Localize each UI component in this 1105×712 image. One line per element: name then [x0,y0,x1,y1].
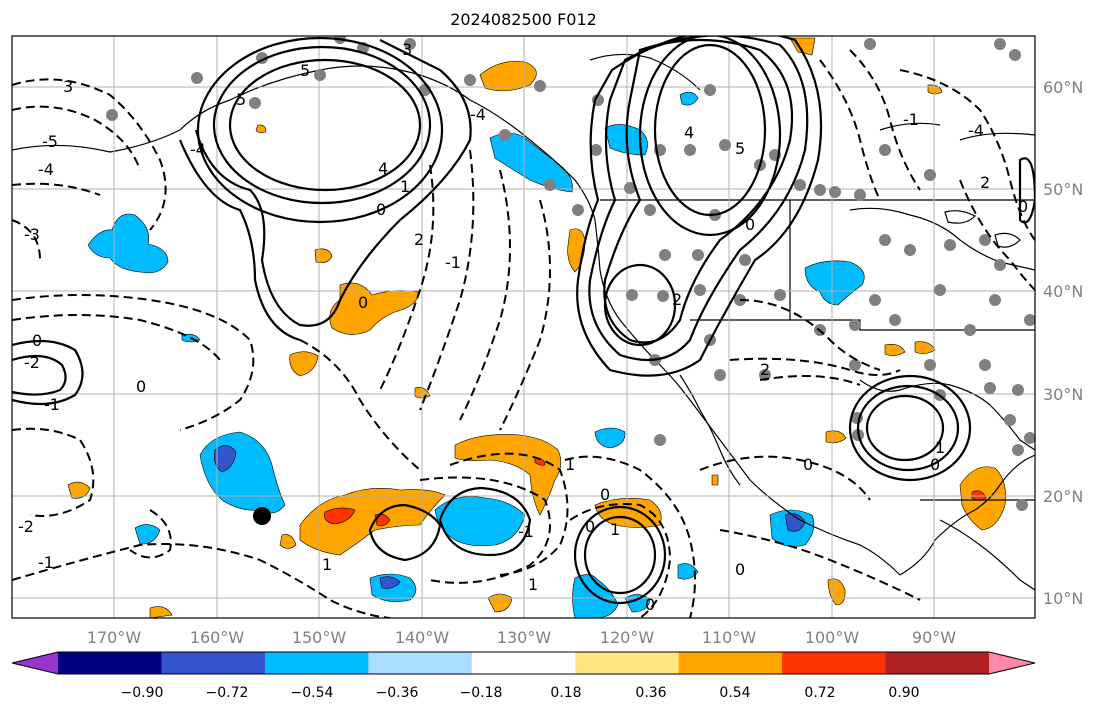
map-frame [11,35,1036,619]
lat-tick-label: 60°N [1043,78,1083,97]
colorbar-tick-label: 0.54 [719,685,750,701]
contour-label: -4 [968,121,984,140]
lon-tick-label: 110°W [702,628,757,647]
colorbar-tick-label: 0.72 [804,685,835,701]
colorbar-tick-label: −0.18 [460,685,503,701]
longitude-labels: 170°W 160°W 150°W 140°W 130°W 120°W 110°… [87,628,956,647]
colorbar: −0.90 −0.72 −0.54 −0.36 −0.18 0.18 0.36 … [11,651,1036,701]
contour-label: 0 [735,560,745,579]
lon-tick-label: 130°W [497,628,552,647]
contour-label: 1 [935,438,945,457]
lat-tick-label: 30°N [1043,385,1083,404]
contour-label: -4 [38,160,54,179]
lon-tick-label: 140°W [395,628,450,647]
contour-label: 4 [378,159,388,178]
colorbar-tick-label: −0.36 [376,685,419,701]
contour-label: -3 [24,225,40,244]
colorbar-tick-label: −0.54 [291,685,334,701]
colorbar-segment [575,652,680,674]
contour-label: -1 [44,395,60,414]
colorbar-tick-label: 0.36 [635,685,666,701]
contour-label: 3 [63,77,73,96]
contour-label: 1 [322,555,332,574]
lon-tick-label: 150°W [292,628,347,647]
lat-tick-label: 20°N [1043,487,1083,506]
colorbar-segment [264,652,369,674]
dashed-contours [12,49,1035,618]
lat-tick-label: 10°N [1043,589,1083,608]
storm-center-marker [253,507,271,525]
contour-label: 4 [684,123,694,142]
contour-label: -4 [190,140,206,159]
contour-label: 0 [600,485,610,504]
contour-label: 0 [1018,197,1028,216]
colorbar-segment [782,652,887,674]
colorbar-segments [58,652,990,674]
contour-label: -2 [18,517,34,536]
colorbar-segment [58,652,162,674]
contour-label: 5 [236,90,246,109]
contour-label: 0 [376,200,386,219]
colorbar-segment [161,652,266,674]
lat-tick-label: 50°N [1043,180,1083,199]
colorbar-tick-label: 0.18 [550,685,581,701]
contour-label: 2 [414,230,424,249]
contour-label: 0 [32,331,42,350]
contour-label: -4 [470,105,486,124]
contour-label: -5 [42,132,58,151]
colorbar-tick-label: 0.90 [888,685,919,701]
contour-label: 1 [610,520,620,539]
contour-label: -1 [38,553,54,572]
colorbar-segment [885,652,990,674]
contour-label: 5 [735,139,745,158]
contour-label: 2 [980,173,990,192]
positive-contours [12,36,1035,605]
lon-tick-label: 170°W [87,628,142,647]
latitude-labels: 60°N 50°N 40°N 30°N 20°N 10°N [1043,78,1083,608]
contour-label: 1 [400,177,410,196]
contour-label: -1 [518,522,534,541]
lon-tick-label: 120°W [600,628,655,647]
coastlines [12,53,1035,591]
contour-label: 3 [402,40,412,59]
lon-tick-label: 160°W [190,628,245,647]
contour-label: 1 [565,455,575,474]
lon-tick-label: 100°W [805,628,860,647]
contour-label: 0 [930,455,940,474]
map-title: 2024082500 F012 [450,10,597,29]
contour-label: -2 [24,353,40,372]
lat-lon-grid [12,36,1035,618]
colorbar-segment [678,652,783,674]
lon-tick-label: 90°W [912,628,956,647]
lat-tick-label: 40°N [1043,282,1083,301]
contour-labels: 3 -5 -4 -3 5 4 1 0 2 -1 0 -2 -1 0 0 -2 -… [18,40,1028,614]
colorbar-segment [368,652,473,674]
colorbar-tick-labels: −0.90 −0.72 −0.54 −0.36 −0.18 0.18 0.36 … [121,685,920,701]
contour-label: 5 [300,61,310,80]
contour-label: -1 [445,253,461,272]
contour-label: 0 [358,293,368,312]
contour-label: 2 [672,290,682,309]
contour-label: 0 [745,215,755,234]
contour-label: 0 [136,377,146,396]
contour-label: 0 [803,455,813,474]
contour-label: -1 [903,110,919,129]
contour-label: 0 [585,517,595,536]
colorbar-extend-low [12,652,58,674]
colorbar-segment [471,652,576,674]
colorbar-tick-label: −0.90 [121,685,164,701]
contour-label: 0 [645,595,655,614]
colorbar-extend-high [989,652,1035,674]
contour-label: 2 [760,360,770,379]
contour-label: 1 [528,575,538,594]
colorbar-tick-label: −0.72 [206,685,249,701]
